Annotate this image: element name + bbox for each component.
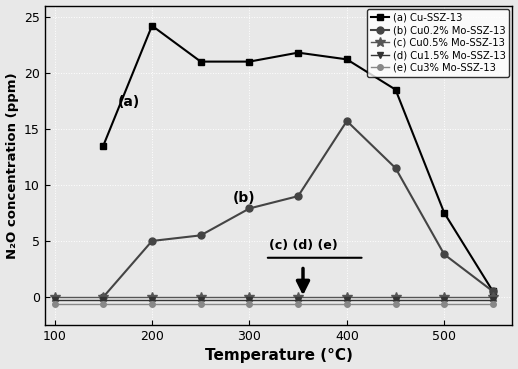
(e) Cu3% Mo-SSZ-13 [393,301,399,306]
Text: (b): (b) [233,191,255,205]
(b) Cu0.2% Mo-SSZ-13 [247,206,253,211]
Line: (d) Cu1.5% Mo-SSZ-13: (d) Cu1.5% Mo-SSZ-13 [51,297,496,304]
(d) Cu1.5% Mo-SSZ-13 [344,298,350,303]
(d) Cu1.5% Mo-SSZ-13 [247,298,253,303]
(b) Cu0.2% Mo-SSZ-13 [197,233,204,238]
Text: (c) (d) (e): (c) (d) (e) [269,239,338,252]
(e) Cu3% Mo-SSZ-13 [51,301,57,306]
(b) Cu0.2% Mo-SSZ-13 [295,194,301,198]
Y-axis label: N₂O concentration (ppm): N₂O concentration (ppm) [6,72,19,259]
(a) Cu-SSZ-13 [344,57,350,62]
(e) Cu3% Mo-SSZ-13 [149,301,155,306]
(b) Cu0.2% Mo-SSZ-13 [344,119,350,123]
(d) Cu1.5% Mo-SSZ-13 [149,298,155,303]
(c) Cu0.5% Mo-SSZ-13 [441,295,448,299]
(c) Cu0.5% Mo-SSZ-13 [490,295,496,299]
(b) Cu0.2% Mo-SSZ-13 [441,252,448,256]
(c) Cu0.5% Mo-SSZ-13 [51,295,57,299]
(a) Cu-SSZ-13 [197,59,204,64]
Line: (c) Cu0.5% Mo-SSZ-13: (c) Cu0.5% Mo-SSZ-13 [50,292,498,302]
(c) Cu0.5% Mo-SSZ-13 [100,295,106,299]
(a) Cu-SSZ-13 [149,24,155,28]
(e) Cu3% Mo-SSZ-13 [100,301,106,306]
Text: (a): (a) [118,96,140,110]
(c) Cu0.5% Mo-SSZ-13 [295,295,301,299]
(b) Cu0.2% Mo-SSZ-13 [100,295,106,299]
(d) Cu1.5% Mo-SSZ-13 [100,298,106,303]
(b) Cu0.2% Mo-SSZ-13 [393,166,399,170]
(e) Cu3% Mo-SSZ-13 [490,301,496,306]
(c) Cu0.5% Mo-SSZ-13 [149,295,155,299]
(e) Cu3% Mo-SSZ-13 [197,301,204,306]
(d) Cu1.5% Mo-SSZ-13 [295,298,301,303]
(e) Cu3% Mo-SSZ-13 [247,301,253,306]
Line: (b) Cu0.2% Mo-SSZ-13: (b) Cu0.2% Mo-SSZ-13 [100,118,496,300]
(a) Cu-SSZ-13 [247,59,253,64]
(e) Cu3% Mo-SSZ-13 [441,301,448,306]
Line: (e) Cu3% Mo-SSZ-13: (e) Cu3% Mo-SSZ-13 [52,301,496,307]
(d) Cu1.5% Mo-SSZ-13 [441,298,448,303]
(d) Cu1.5% Mo-SSZ-13 [393,298,399,303]
Line: (a) Cu-SSZ-13: (a) Cu-SSZ-13 [100,22,496,295]
(c) Cu0.5% Mo-SSZ-13 [393,295,399,299]
(e) Cu3% Mo-SSZ-13 [344,301,350,306]
Legend: (a) Cu-SSZ-13, (b) Cu0.2% Mo-SSZ-13, (c) Cu0.5% Mo-SSZ-13, (d) Cu1.5% Mo-SSZ-13,: (a) Cu-SSZ-13, (b) Cu0.2% Mo-SSZ-13, (c)… [367,8,509,76]
(c) Cu0.5% Mo-SSZ-13 [247,295,253,299]
(a) Cu-SSZ-13 [441,211,448,215]
(c) Cu0.5% Mo-SSZ-13 [344,295,350,299]
(b) Cu0.2% Mo-SSZ-13 [149,239,155,243]
(d) Cu1.5% Mo-SSZ-13 [51,298,57,303]
(a) Cu-SSZ-13 [393,87,399,92]
(a) Cu-SSZ-13 [490,289,496,294]
(b) Cu0.2% Mo-SSZ-13 [490,289,496,294]
X-axis label: Temperature (°C): Temperature (°C) [205,348,353,363]
(d) Cu1.5% Mo-SSZ-13 [197,298,204,303]
(e) Cu3% Mo-SSZ-13 [295,301,301,306]
(c) Cu0.5% Mo-SSZ-13 [197,295,204,299]
(a) Cu-SSZ-13 [100,144,106,148]
(d) Cu1.5% Mo-SSZ-13 [490,298,496,303]
(a) Cu-SSZ-13 [295,51,301,55]
